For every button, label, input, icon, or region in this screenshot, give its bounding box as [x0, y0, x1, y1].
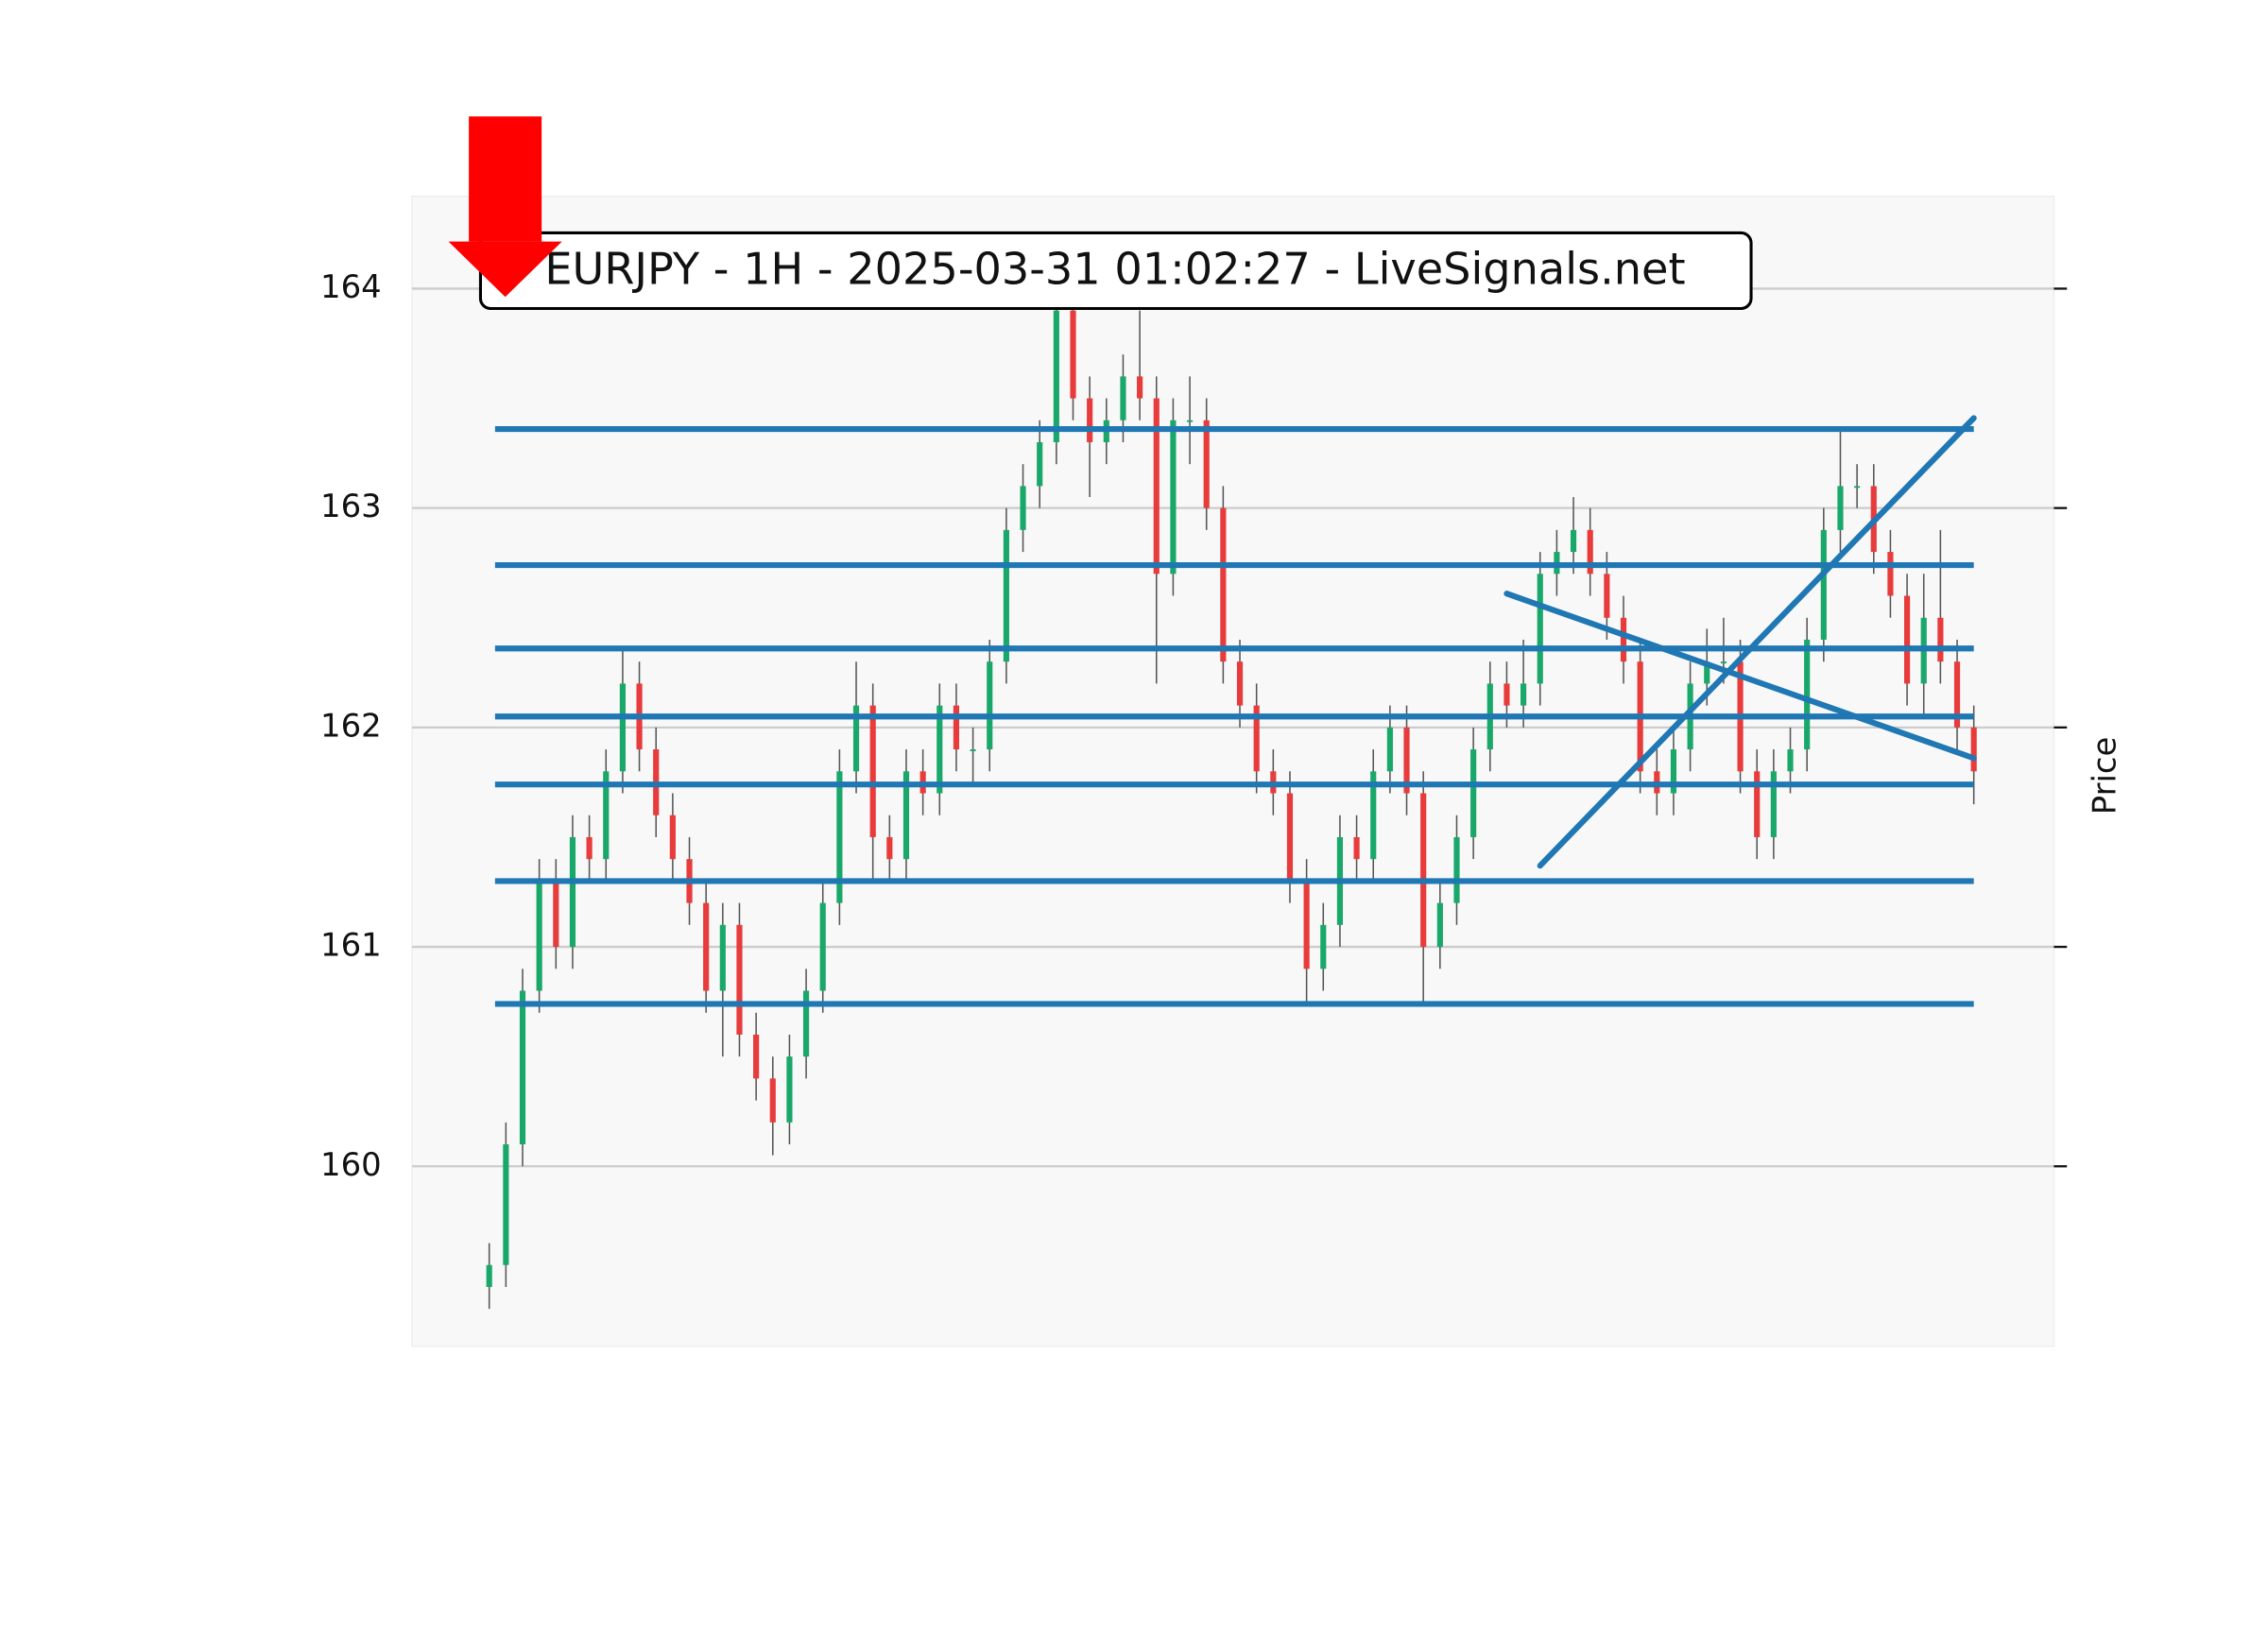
candle-body [802, 990, 810, 1057]
candle-body [1153, 398, 1160, 575]
candle-body [1403, 727, 1410, 794]
arrow-head [448, 241, 562, 298]
candle-body [1186, 420, 1194, 422]
candle-body [1670, 749, 1677, 794]
candle-body [1453, 836, 1460, 903]
candle-body [769, 1078, 776, 1123]
candle-body [569, 836, 576, 948]
candle-body [586, 836, 593, 860]
candle-body [1286, 793, 1294, 882]
candle-body [869, 705, 876, 837]
y-tick-label: 161 [320, 927, 382, 964]
candle-body [1436, 902, 1443, 948]
candle-body [1253, 705, 1260, 772]
y-tick-label: 163 [320, 488, 382, 524]
candle-body [1537, 574, 1543, 684]
candle-body [819, 902, 826, 991]
overlay-lines [494, 415, 1977, 1007]
y-tick-label: 160 [320, 1146, 382, 1183]
candle-body [1503, 683, 1510, 706]
candle-body [1303, 881, 1310, 969]
candle-body [1320, 924, 1327, 969]
candle-body [703, 902, 710, 991]
candle-body [1970, 727, 1977, 772]
candle-body [753, 1034, 760, 1079]
candle-body [852, 705, 860, 772]
candle-body [719, 924, 726, 991]
candle-body [1170, 420, 1177, 575]
candle-body [553, 881, 559, 948]
candle-body [836, 771, 843, 903]
y-axis-label: Price [2086, 737, 2122, 815]
candle-body [987, 661, 993, 750]
trend-line [1503, 591, 1977, 762]
candle-body [503, 1144, 509, 1265]
candle-body [1137, 376, 1143, 399]
candle-body [1787, 749, 1794, 772]
candle-body [1087, 398, 1093, 442]
candle-body [669, 815, 676, 860]
candle-body [1620, 617, 1627, 662]
candle-body [1887, 552, 1894, 596]
signal-arrow [448, 116, 562, 298]
trend-line [1537, 415, 1977, 869]
candle-body [936, 705, 943, 794]
candle-body [536, 881, 542, 991]
candle-body [1754, 771, 1761, 837]
candle-body [1037, 441, 1043, 487]
plot-area [411, 196, 2055, 1347]
candle-body [736, 924, 743, 1035]
candle-body [1203, 420, 1210, 508]
candle-body [1353, 836, 1360, 860]
y-tick-label: 162 [320, 707, 382, 744]
candle-body [1953, 661, 1961, 728]
candle-body [1420, 793, 1427, 948]
candle-body [1370, 771, 1377, 860]
candle-body [1804, 639, 1811, 750]
candle-body [1587, 529, 1593, 575]
y-tick-label: 164 [320, 268, 382, 305]
candle-body [786, 1056, 793, 1123]
candle-body [1837, 486, 1844, 530]
candle-body [519, 990, 526, 1145]
candle-body [1003, 529, 1009, 662]
candle-body [1704, 661, 1710, 684]
candle-body [902, 771, 910, 860]
candle-body [1470, 749, 1477, 837]
candle-body [1521, 683, 1527, 706]
candle-body [886, 836, 893, 860]
candle-body [619, 683, 626, 772]
candle-body [1053, 310, 1059, 442]
candle-body [1820, 529, 1827, 640]
candle-body [1570, 529, 1577, 553]
candle-body [1937, 617, 1944, 662]
candle-body [1386, 727, 1393, 772]
candle-body [603, 771, 610, 860]
arrow-shaft [469, 116, 542, 242]
candle-body [1070, 310, 1076, 399]
candle-body [1220, 507, 1227, 662]
candle-body [1854, 486, 1861, 489]
chart-title: EURJPY - 1H - 2025-03-31 01:02:27 - Live… [544, 244, 1685, 295]
candle-body [1720, 661, 1727, 664]
candle-body [1120, 376, 1126, 420]
candle-body [486, 1264, 492, 1287]
candle-body [1604, 574, 1610, 618]
candle-body [953, 705, 960, 750]
candle-body [1770, 771, 1777, 837]
candle-body [970, 749, 976, 751]
candle-body [1903, 595, 1911, 684]
candle-body [1020, 486, 1026, 530]
candle-body [1236, 661, 1244, 706]
